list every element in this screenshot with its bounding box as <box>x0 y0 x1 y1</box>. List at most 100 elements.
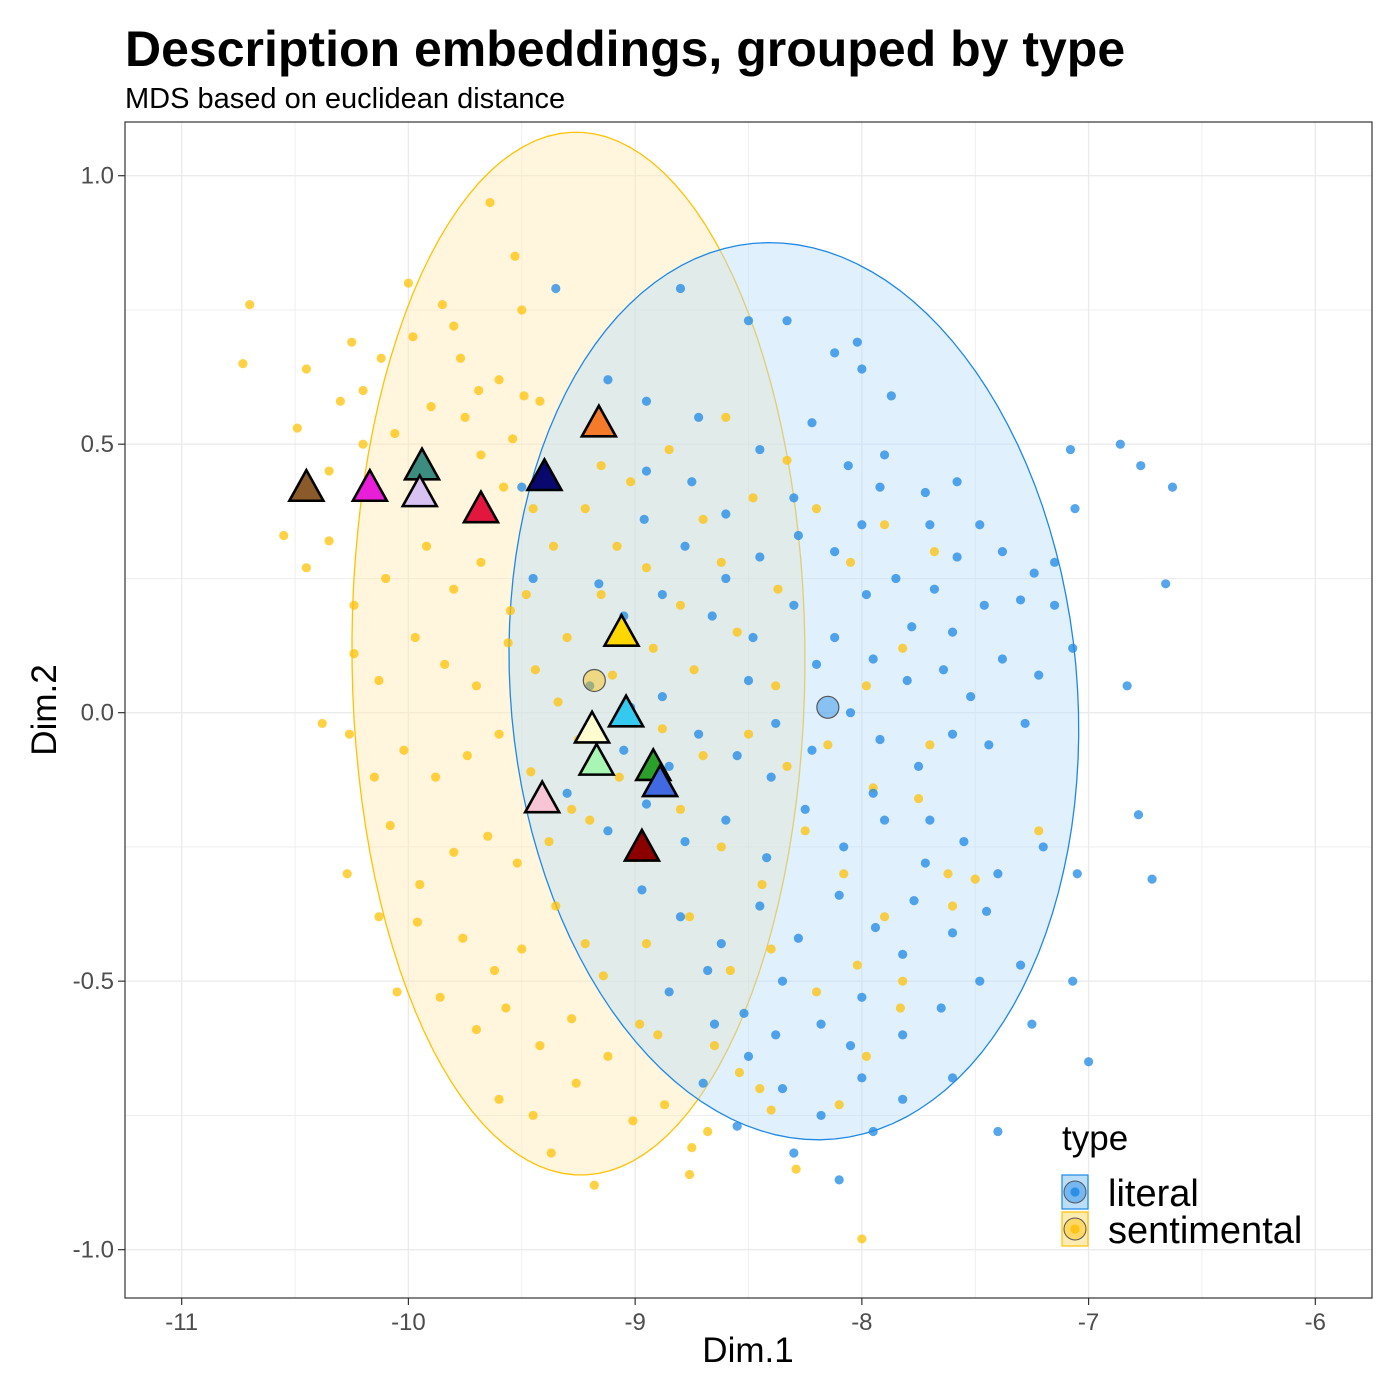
point-sentimental <box>943 869 953 879</box>
x-axis-title: Dim.1 <box>702 1331 793 1370</box>
point-sentimental <box>376 353 386 363</box>
y-tick-label: 1.0 <box>81 163 114 190</box>
legend: type literal sentimental <box>1061 1119 1302 1252</box>
point-literal <box>766 772 776 782</box>
point-sentimental <box>449 584 459 594</box>
axis-ticks: -11 -10 -9 -8 -7 -6 -1.0 -0.5 0.0 0.5 1.0 <box>73 163 1326 1336</box>
point-literal <box>732 1121 742 1131</box>
point-sentimental <box>403 278 414 288</box>
point-literal <box>1072 869 1082 879</box>
point-sentimental <box>684 912 695 922</box>
point-literal <box>843 461 853 471</box>
point-sentimental <box>641 563 652 573</box>
point-literal <box>834 1175 844 1185</box>
point-literal <box>694 412 704 422</box>
point-literal <box>1015 595 1026 605</box>
point-sentimental <box>811 504 822 514</box>
chart-subtitle: MDS based on euclidean distance <box>125 83 565 115</box>
point-sentimental <box>385 820 395 831</box>
point-sentimental <box>535 396 545 406</box>
point-sentimental <box>279 530 289 541</box>
point-sentimental <box>725 965 735 976</box>
point-sentimental <box>519 391 529 401</box>
point-sentimental <box>494 729 504 739</box>
point-sentimental <box>664 444 674 455</box>
point-sentimental <box>675 600 686 610</box>
point-sentimental <box>743 729 754 739</box>
point-sentimental <box>925 740 935 750</box>
point-sentimental <box>811 987 822 997</box>
point-sentimental <box>324 536 334 546</box>
point-sentimental <box>238 359 248 369</box>
point-literal <box>807 745 817 755</box>
point-sentimental <box>567 804 577 814</box>
point-sentimental <box>879 912 890 922</box>
point-literal <box>675 912 686 922</box>
point-literal <box>789 493 799 503</box>
x-tick-label: -8 <box>851 1309 872 1336</box>
point-literal <box>1070 504 1080 514</box>
point-sentimental <box>374 912 384 922</box>
point-sentimental <box>483 831 493 841</box>
point-literal <box>952 552 962 562</box>
point-sentimental <box>476 557 486 567</box>
point-literal <box>875 482 885 492</box>
point-sentimental <box>535 1041 545 1051</box>
point-literal <box>947 1073 958 1083</box>
point-sentimental <box>474 385 484 396</box>
point-literal <box>857 1073 867 1083</box>
point-literal <box>929 584 940 594</box>
point-sentimental <box>435 992 445 1002</box>
point-sentimental <box>392 987 402 997</box>
legend-label-literal: literal <box>1108 1173 1199 1215</box>
point-literal <box>913 761 924 771</box>
x-tick-label: -11 <box>165 1309 198 1336</box>
point-sentimental <box>800 826 810 836</box>
point-sentimental <box>698 514 708 524</box>
point-literal <box>789 600 799 610</box>
point-sentimental <box>521 589 531 600</box>
point-literal <box>952 477 962 487</box>
point-literal <box>694 729 704 739</box>
point-sentimental <box>771 681 781 691</box>
point-sentimental <box>489 965 500 976</box>
point-sentimental <box>755 1083 765 1094</box>
point-literal <box>870 922 881 933</box>
point-literal <box>755 552 765 562</box>
point-literal <box>698 1078 708 1088</box>
point-sentimental <box>415 879 425 890</box>
legend-key-dot-literal <box>1070 1187 1080 1197</box>
point-literal <box>1083 1057 1094 1067</box>
confidence-ellipses <box>351 131 1080 1176</box>
point-sentimental <box>598 971 608 981</box>
highlight-triangle <box>350 467 390 503</box>
point-literal <box>721 815 731 825</box>
point-literal <box>657 589 667 600</box>
point-literal <box>716 938 726 949</box>
point-sentimental <box>709 1041 720 1051</box>
point-sentimental <box>635 1019 645 1029</box>
highlight-triangle <box>461 488 501 524</box>
point-literal <box>959 836 969 847</box>
highlight-triangle <box>287 467 326 503</box>
point-sentimental <box>614 772 624 782</box>
point-sentimental <box>721 412 731 422</box>
point-sentimental <box>596 589 606 600</box>
y-tick-label: -1.0 <box>73 1237 114 1264</box>
point-literal <box>1115 439 1125 449</box>
y-axis-title: Dim.2 <box>25 664 64 755</box>
point-literal <box>947 928 958 938</box>
point-sentimental <box>462 751 472 761</box>
point-literal <box>868 1126 878 1137</box>
point-literal <box>721 509 731 519</box>
point-sentimental <box>757 879 767 890</box>
point-sentimental <box>716 557 726 567</box>
point-literal <box>925 815 935 825</box>
point-literal <box>925 520 935 530</box>
point-literal <box>839 842 849 852</box>
highlight-triangle <box>602 612 641 648</box>
point-sentimental <box>929 546 940 557</box>
point-literal <box>680 541 690 551</box>
point-literal <box>993 869 1003 879</box>
point-literal <box>782 316 792 326</box>
